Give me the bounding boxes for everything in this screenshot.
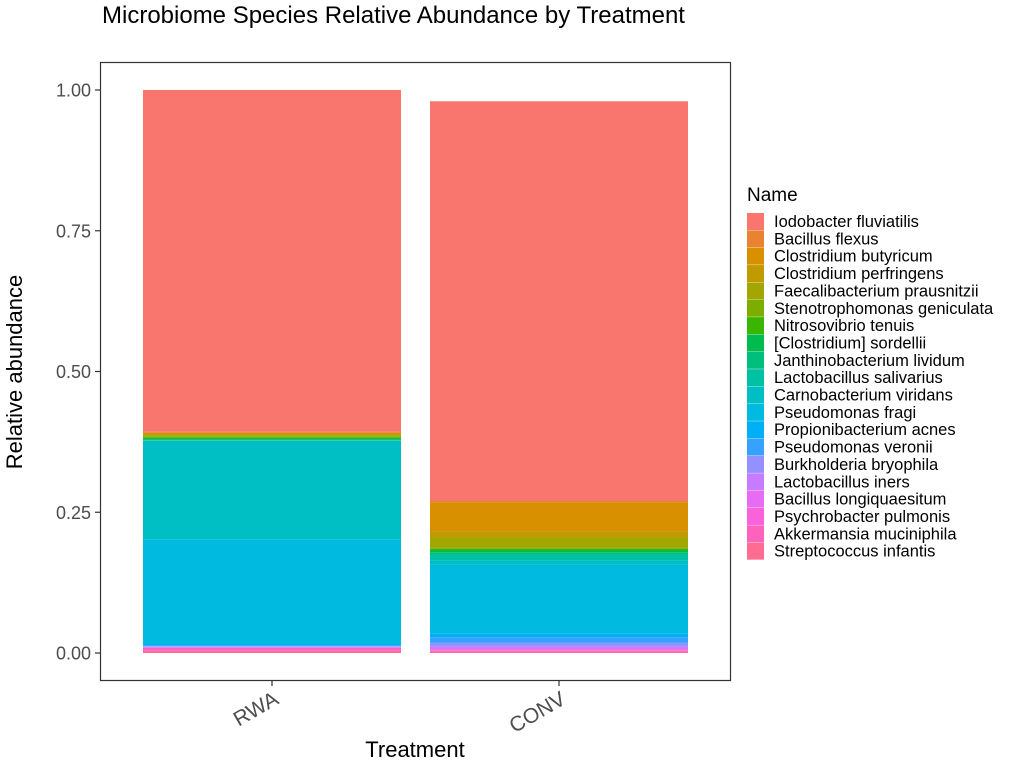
- legend-swatch-16: [747, 473, 764, 491]
- legend-swatch-3: [747, 247, 764, 265]
- bar-segment-conv-3: [430, 502, 688, 532]
- bar-segment-conv-9: [430, 552, 688, 555]
- legend-label-17: Bacillus longiquaesitum: [774, 491, 946, 509]
- y-tick-label: 1.00: [56, 81, 91, 101]
- bar-segment-conv-13: [430, 633, 688, 638]
- legend-swatch-17: [747, 490, 764, 508]
- bar-segment-rwa-16: [143, 646, 401, 648]
- bar-segment-conv-11: [430, 560, 688, 565]
- y-tick-label: 0.75: [56, 221, 91, 241]
- legend-label-3: Clostridium butyricum: [774, 248, 933, 266]
- legend-swatch-18: [747, 507, 764, 525]
- legend-swatch-9: [747, 351, 764, 369]
- legend-label-10: Lactobacillus salivarius: [774, 369, 943, 387]
- legend-label-2: Bacillus flexus: [774, 230, 879, 248]
- legend-label-20: Streptococcus infantis: [774, 543, 935, 561]
- x-axis-title: Treatment: [365, 737, 464, 762]
- legend-swatch-7: [747, 317, 764, 335]
- bar-segment-rwa-11: [143, 440, 401, 540]
- bar-segment-conv-14: [430, 637, 688, 643]
- legend-label-12: Pseudomonas fragi: [774, 404, 916, 422]
- legend-swatch-13: [747, 421, 764, 439]
- bar-segment-rwa-1: [143, 90, 401, 432]
- bar-segment-conv-8: [430, 550, 688, 553]
- legend-swatch-10: [747, 369, 764, 387]
- bar-segment-rwa-3: [143, 432, 401, 434]
- bar-segment-rwa-4: [143, 433, 401, 436]
- bars-group: [143, 90, 688, 653]
- bar-segment-conv-12: [430, 564, 688, 634]
- bar-segment-conv-20: [430, 651, 688, 653]
- bar-segment-rwa-18: [143, 647, 401, 649]
- bar-segment-rwa-14: [143, 645, 401, 647]
- y-tick-label: 0.50: [56, 362, 91, 382]
- bar-segment-conv-1: [430, 101, 688, 501]
- y-tick-label: 0.00: [56, 644, 91, 664]
- x-tick-label-rwa: RWA: [230, 687, 283, 731]
- legend-swatch-1: [747, 213, 764, 230]
- legend-label-6: Stenotrophomonas geniculata: [774, 300, 994, 318]
- bar-segment-conv-6: [430, 547, 688, 549]
- y-axis-title: Relative abundance: [2, 275, 27, 469]
- legend-label-15: Burkholderia bryophila: [774, 456, 939, 474]
- legend-label-1: Iodobacter fluviatilis: [774, 213, 919, 231]
- bar-segment-conv-2: [430, 500, 688, 503]
- bar-segment-rwa-10: [143, 440, 401, 441]
- legend-label-16: Lactobacillus iners: [774, 473, 910, 491]
- x-axis: RWA CONV: [230, 680, 570, 738]
- bar-segment-conv-18: [430, 649, 688, 651]
- legend-swatch-8: [747, 334, 764, 352]
- legend-swatch-20: [747, 542, 764, 560]
- bar-segment-conv-17: [430, 648, 688, 650]
- chart-title: Microbiome Species Relative Abundance by…: [102, 2, 685, 29]
- bar-segment-rwa-8: [143, 438, 401, 440]
- bar-segment-conv-16: [430, 646, 688, 649]
- bar-segment-conv-10: [430, 554, 688, 561]
- bar-segment-conv-5: [430, 537, 688, 548]
- legend-label-14: Pseudomonas veronii: [774, 439, 933, 457]
- legend-title: Name: [747, 185, 798, 206]
- legend-swatch-19: [747, 525, 764, 543]
- legend-swatch-5: [747, 282, 764, 300]
- y-axis: 0.00 0.25 0.50 0.75 1.00: [56, 81, 101, 664]
- bar-segment-rwa-19: [143, 648, 401, 651]
- bar-segment-rwa-2: [143, 431, 401, 433]
- legend-swatch-11: [747, 386, 764, 404]
- legend-label-11: Carnobacterium viridans: [774, 387, 953, 405]
- bar-segment-conv-19: [430, 650, 688, 652]
- bar-segment-conv-4: [430, 531, 688, 538]
- y-tick-label: 0.25: [56, 503, 91, 523]
- legend-label-13: Propionibacterium acnes: [774, 421, 956, 439]
- bar-segment-rwa-7: [143, 437, 401, 439]
- bar-segment-rwa-9: [143, 439, 401, 441]
- legend-swatch-12: [747, 403, 764, 421]
- legend-swatch-4: [747, 265, 764, 283]
- bar-segment-rwa-20: [143, 650, 401, 653]
- legend-swatch-15: [747, 455, 764, 473]
- bar-segment-rwa-15: [143, 646, 401, 647]
- legend-label-9: Janthinobacterium lividum: [774, 352, 965, 370]
- legend-label-4: Clostridium perfringens: [774, 265, 944, 283]
- bar-segment-rwa-5: [143, 435, 401, 437]
- legend-label-7: Nitrosovibrio tenuis: [774, 317, 914, 335]
- legend-swatch-2: [747, 230, 764, 248]
- bar-segment-rwa-12: [143, 539, 401, 644]
- legend-label-19: Akkermansia muciniphila: [774, 525, 957, 543]
- legend-swatch-6: [747, 299, 764, 317]
- bar-segment-rwa-6: [143, 436, 401, 438]
- legend-label-5: Faecalibacterium prausnitzii: [774, 282, 979, 300]
- bar-segment-conv-15: [430, 642, 688, 647]
- bar-segment-rwa-17: [143, 647, 401, 648]
- x-tick-label-conv: CONV: [505, 687, 569, 737]
- bar-segment-conv-7: [430, 548, 688, 551]
- legend-swatch-14: [747, 438, 764, 456]
- legend-label-8: [Clostridium] sordellii: [774, 334, 926, 352]
- legend-label-18: Psychrobacter pulmonis: [774, 508, 950, 526]
- bar-segment-rwa-13: [143, 643, 401, 646]
